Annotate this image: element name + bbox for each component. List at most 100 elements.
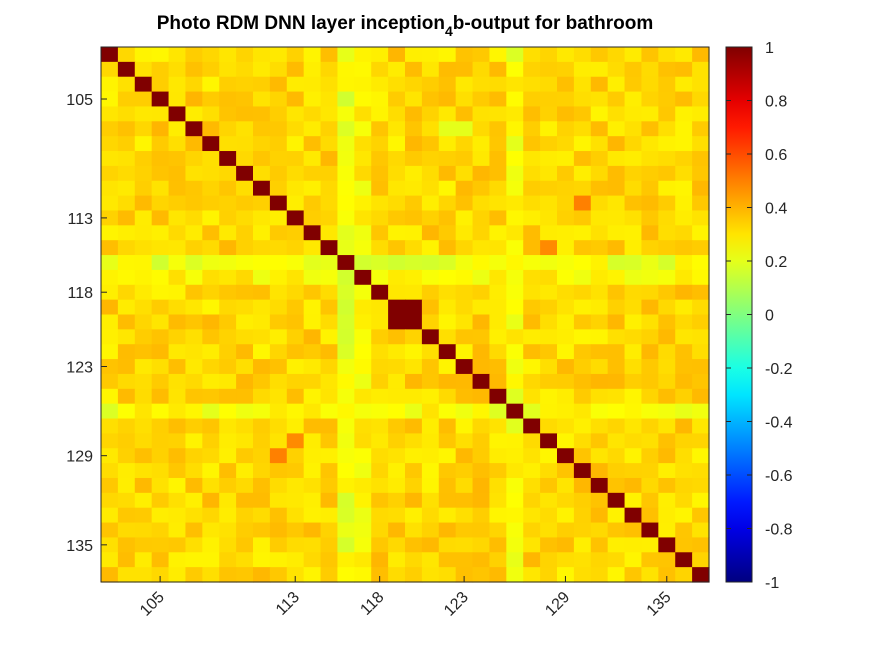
heatmap-cell [337, 418, 355, 434]
heatmap-cell [168, 492, 187, 509]
heatmap-cell [540, 269, 558, 286]
heatmap-cell [371, 240, 389, 256]
heatmap-cell [101, 403, 119, 420]
heatmap-cell [692, 269, 710, 286]
heatmap-cell [675, 91, 693, 108]
heatmap-cell [675, 373, 693, 390]
heatmap-cell [573, 106, 592, 122]
heatmap-cell [658, 225, 676, 241]
heatmap-cell [540, 344, 558, 360]
heatmap-cell [641, 210, 659, 226]
heatmap-cell [388, 269, 406, 286]
heatmap-cell [523, 165, 541, 182]
heatmap-cell [590, 151, 609, 167]
heatmap-cell [692, 180, 710, 197]
heatmap-cell [675, 522, 693, 539]
heatmap-cell [405, 61, 423, 78]
heatmap-cell [320, 106, 339, 122]
heatmap-cell [134, 180, 153, 197]
heatmap-cell [523, 210, 541, 226]
heatmap-cell [607, 433, 626, 449]
heatmap-cell [692, 210, 710, 226]
heatmap-cell [455, 388, 474, 405]
heatmap-cell [219, 522, 237, 539]
heatmap-cell [557, 373, 575, 390]
heatmap-cell [219, 463, 237, 479]
heatmap-cell [607, 418, 626, 434]
heatmap-cell [303, 195, 322, 212]
heatmap-cell [101, 344, 119, 360]
heatmap-cell [253, 344, 271, 360]
heatmap-cell [117, 433, 136, 449]
heatmap-cell [455, 299, 474, 316]
heatmap [101, 47, 710, 583]
heatmap-cell [641, 537, 659, 553]
heatmap-cell [540, 314, 558, 330]
heatmap-cell [134, 195, 153, 212]
heatmap-cell [371, 359, 389, 375]
heatmap-cell [219, 388, 237, 405]
heatmap-cell [421, 284, 440, 301]
heatmap-cell [523, 537, 541, 553]
heatmap-cell [641, 329, 659, 345]
heatmap-cell [658, 314, 676, 330]
heatmap-cell [388, 403, 406, 420]
heatmap-cell [421, 388, 440, 405]
heatmap-cell [101, 329, 119, 345]
heatmap-cell [151, 91, 170, 108]
heatmap-cell [607, 165, 626, 182]
heatmap-cell [303, 76, 322, 93]
heatmap-cell [675, 492, 693, 509]
heatmap-cell [388, 359, 406, 375]
heatmap-cell [371, 492, 389, 509]
heatmap-cell [692, 552, 710, 568]
heatmap-cell [371, 180, 389, 197]
heatmap-cell [506, 522, 524, 539]
heatmap-cell [117, 151, 136, 167]
heatmap-cell [202, 240, 220, 256]
heatmap-cell [253, 121, 271, 137]
heatmap-cell [624, 552, 643, 568]
heatmap-cell [202, 522, 220, 539]
heatmap-cell [455, 567, 474, 583]
heatmap-cell [134, 165, 153, 182]
heatmap-cell [117, 121, 136, 137]
heatmap-cell [455, 121, 474, 137]
heatmap-cell [354, 225, 372, 241]
heatmap-cell [185, 136, 203, 152]
heatmap-cell [236, 284, 254, 301]
heatmap-cell [624, 463, 643, 479]
heatmap-cell [658, 210, 676, 226]
heatmap-cell [506, 388, 524, 405]
heatmap-cell [151, 388, 170, 405]
heatmap-cell [219, 299, 237, 316]
heatmap-cell [371, 106, 389, 122]
heatmap-cell [573, 567, 592, 583]
heatmap-cell [388, 477, 406, 494]
heatmap-cell [202, 388, 220, 405]
heatmap-cell [151, 463, 170, 479]
heatmap-cell [523, 225, 541, 241]
heatmap-cell [523, 329, 541, 345]
heatmap-cell [523, 195, 541, 212]
heatmap-cell [117, 76, 136, 93]
heatmap-cell [675, 240, 693, 256]
heatmap-cell [641, 522, 659, 539]
heatmap-cell [692, 151, 710, 167]
heatmap-cell [337, 76, 355, 93]
heatmap-cell [269, 373, 288, 390]
heatmap-cell [472, 522, 491, 539]
heatmap-cell [269, 552, 288, 568]
heatmap-cell [286, 151, 305, 167]
heatmap-cell [624, 522, 643, 539]
heatmap-cell [692, 225, 710, 241]
heatmap-cell [675, 359, 693, 375]
heatmap-cell [675, 151, 693, 167]
heatmap-cell [337, 522, 355, 539]
heatmap-cell [168, 299, 187, 316]
heatmap-cell [202, 255, 220, 271]
heatmap-cell [202, 373, 220, 390]
heatmap-cell [573, 165, 592, 182]
heatmap-cell [151, 537, 170, 553]
heatmap-cell [405, 418, 423, 434]
